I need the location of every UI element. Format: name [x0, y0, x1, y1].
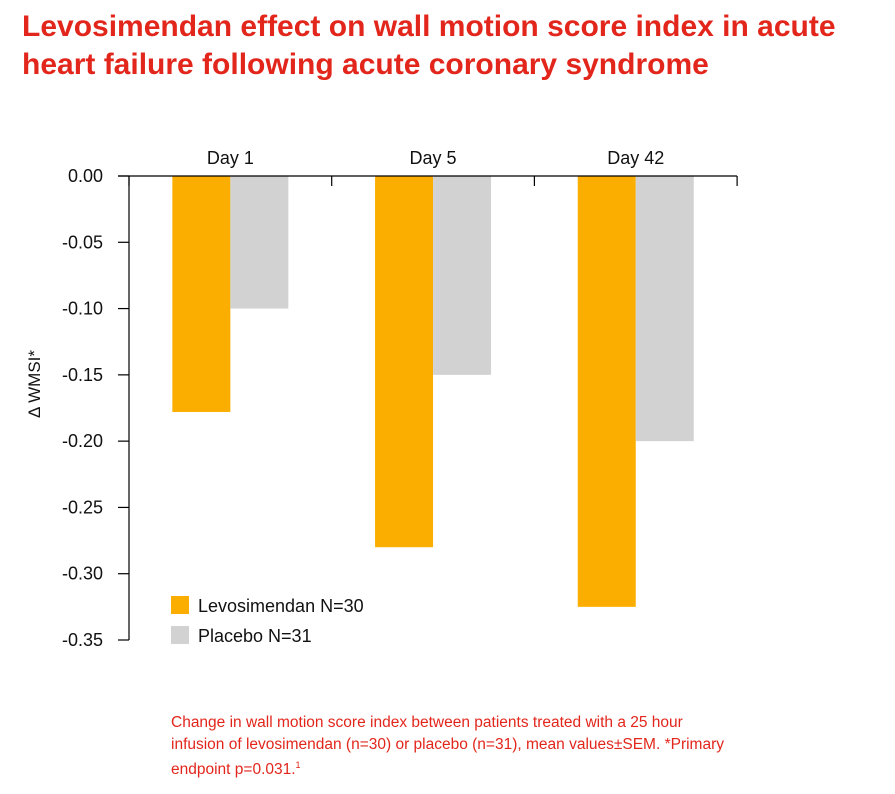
legend-swatch-placebo — [171, 626, 189, 644]
legend: Levosimendan N=30 Placebo N=31 — [171, 596, 364, 646]
bar-levosimendan-day-42 — [577, 176, 636, 607]
legend-label: Levosimendan N=30 — [198, 596, 364, 616]
caption-reference: 1 — [295, 760, 301, 770]
chart-caption: Change in wall motion score index betwee… — [171, 712, 731, 781]
caption-text: Change in wall motion score index betwee… — [171, 714, 725, 779]
category-labels-group: Day 1 Day 5 Day 42 — [207, 148, 664, 168]
bar-placebo-day-1 — [230, 176, 289, 309]
y-axis-label: Δ WMSI* — [25, 350, 44, 418]
y-tick-label: -0.30 — [62, 564, 103, 584]
bar-levosimendan-day-5 — [375, 176, 434, 548]
y-tick-label: 0.00 — [68, 166, 103, 186]
chart-title: Levosimendan effect on wall motion score… — [22, 10, 836, 81]
bar-placebo-day-42 — [635, 176, 694, 442]
bar-placebo-day-5 — [433, 176, 492, 375]
y-tick-label: -0.15 — [62, 365, 103, 385]
y-tick-label: -0.20 — [62, 431, 103, 451]
y-tick-label: -0.05 — [62, 232, 103, 252]
legend-swatch-levosimendan — [171, 596, 189, 614]
bars-group — [172, 176, 694, 607]
category-label: Day 1 — [207, 148, 254, 168]
axes-group — [118, 175, 738, 640]
y-tick-label: -0.10 — [62, 299, 103, 319]
y-ticks-group: 0.00 -0.05 -0.10 -0.15 -0.20 -0.25 -0.30 -0.35 — [62, 166, 129, 650]
category-label: Day 5 — [410, 148, 457, 168]
y-tick-label: -0.25 — [62, 497, 103, 517]
y-tick-label: -0.35 — [62, 630, 103, 650]
legend-label: Placebo N=31 — [198, 626, 312, 646]
bar-levosimendan-day-1 — [172, 176, 231, 412]
category-label: Day 42 — [607, 148, 664, 168]
